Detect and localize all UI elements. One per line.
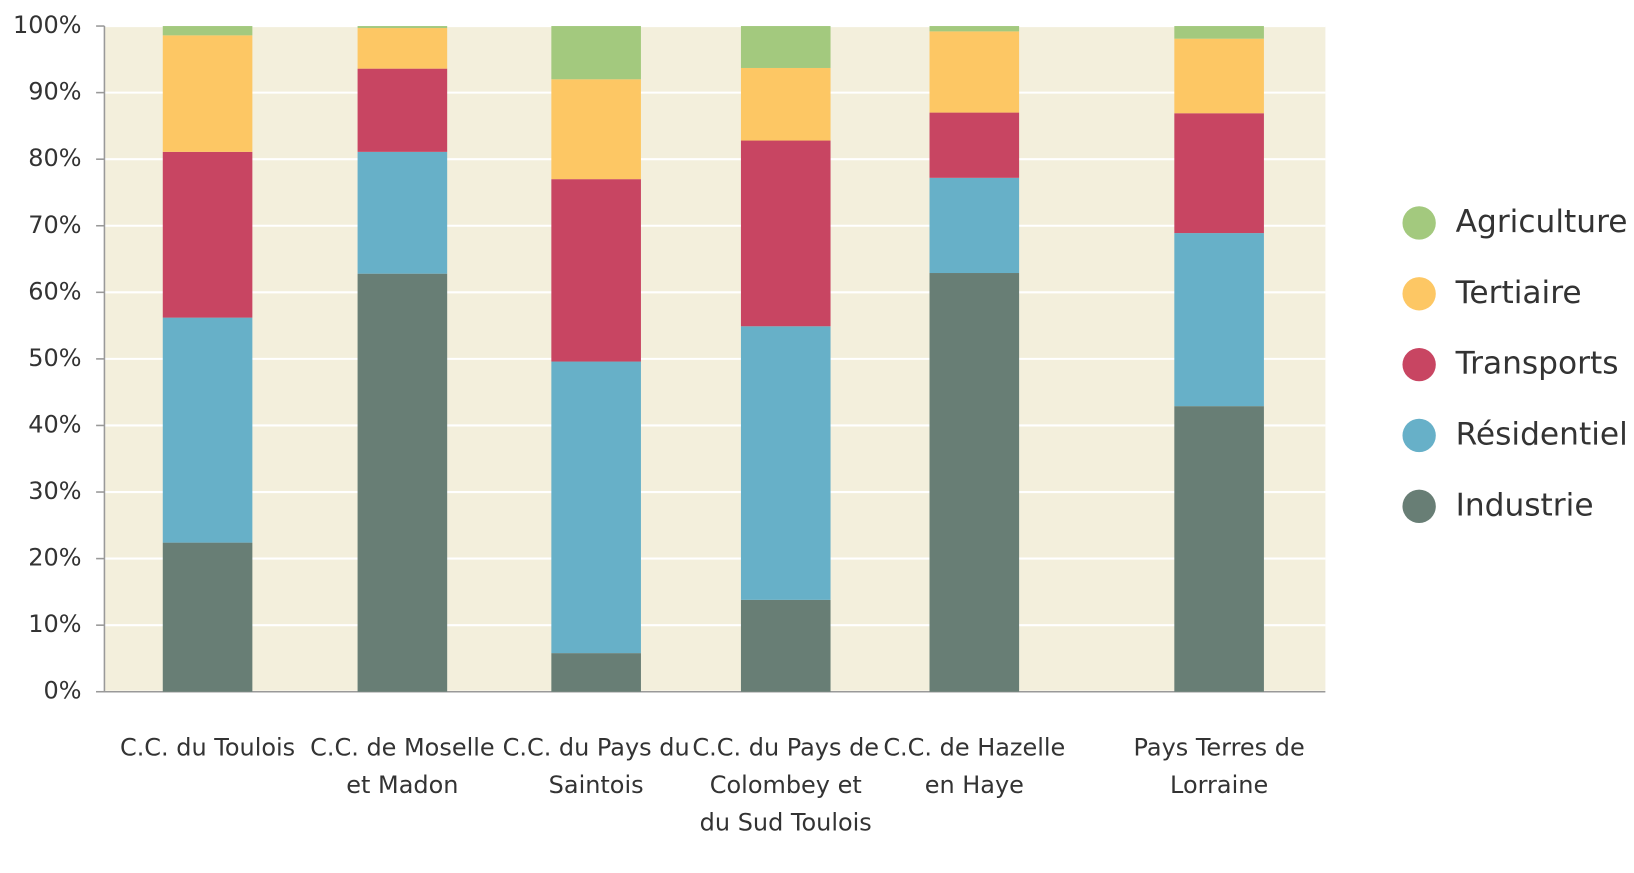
y-tick-label: 50%: [28, 344, 81, 372]
bar-segment: [740, 140, 831, 327]
legend-swatch: [1402, 277, 1436, 311]
bar-segment: [551, 653, 641, 692]
bar-segment: [551, 79, 641, 180]
y-tick-label: 80%: [28, 144, 81, 172]
x-tick-label-box: C.C. du Pays de Colombey et du Sud Toulo…: [692, 734, 880, 837]
x-tick-label-box: C.C. du Pays du Saintois: [502, 734, 690, 800]
bar-segment: [929, 112, 1020, 178]
bar-segment: [929, 273, 1020, 692]
y-tick-label: 10%: [28, 610, 81, 638]
legend-label: Tertiaire: [1455, 275, 1582, 311]
bar-segment: [740, 26, 831, 68]
legend-label: Transports: [1455, 346, 1619, 382]
y-tick-label: 0%: [44, 677, 82, 705]
bar-segment: [162, 317, 253, 543]
x-tick-label-box: C.C. de Moselle et Madon: [310, 734, 495, 800]
legend-swatch: [1402, 347, 1436, 382]
y-tick-label: 100%: [13, 11, 81, 39]
bar-segment: [357, 28, 448, 69]
bar-segment: [357, 26, 448, 29]
bar-segment: [1174, 38, 1264, 114]
x-tick-label: C.C. du Pays de Colombey et du Sud Toulo…: [692, 734, 880, 837]
bar-segment: [162, 26, 253, 36]
bar-segment: [1174, 406, 1264, 692]
bar-segment: [162, 151, 253, 318]
legend-swatch: [1402, 489, 1436, 523]
x-tick-label: Pays Terres de Lorraine: [1133, 734, 1305, 800]
bar-segment: [1174, 113, 1264, 234]
legend-swatch: [1402, 206, 1436, 240]
x-tick-label: C.C. du Toulois: [119, 734, 296, 762]
bar-segment: [1174, 26, 1264, 39]
bar-segment: [357, 273, 448, 692]
x-tick-label-box: Pays Terres de Lorraine: [1133, 734, 1305, 800]
y-tick-label: 70%: [28, 211, 81, 239]
x-tick-label-box: C.C. du Toulois: [119, 734, 296, 762]
legend-label: Agriculture: [1456, 204, 1628, 240]
y-tick-label: 90%: [28, 78, 81, 106]
bar-segment: [929, 31, 1020, 113]
bar-segment: [162, 542, 253, 692]
bar-segment: [357, 151, 448, 274]
bar-segment: [357, 68, 448, 152]
x-tick-label: C.C. de Moselle et Madon: [310, 734, 495, 800]
bar-segment: [551, 361, 641, 654]
legend-swatch: [1402, 418, 1436, 453]
y-tick-label: 40%: [28, 410, 81, 438]
legend-label: Industrie: [1456, 487, 1594, 523]
bar-segment: [162, 35, 253, 152]
y-tick-label: 30%: [28, 477, 81, 505]
bar-segment: [1174, 233, 1264, 407]
y-tick-label: 60%: [28, 277, 81, 305]
bar-segment: [929, 177, 1020, 274]
legend-label: Résidentiel: [1456, 416, 1628, 452]
x-tick-label: C.C. de Hazelle en Haye: [883, 734, 1066, 800]
bar-segment: [740, 599, 831, 692]
bar-segment: [551, 26, 641, 80]
x-tick-label: C.C. du Pays du Saintois: [502, 734, 690, 800]
bar-segment: [740, 67, 831, 141]
x-tick-label-box: C.C. de Hazelle en Haye: [883, 734, 1066, 800]
bar-segment: [929, 26, 1020, 32]
y-tick-label: 20%: [28, 544, 81, 572]
bar-segment: [740, 326, 831, 600]
bar-segment: [551, 179, 641, 362]
